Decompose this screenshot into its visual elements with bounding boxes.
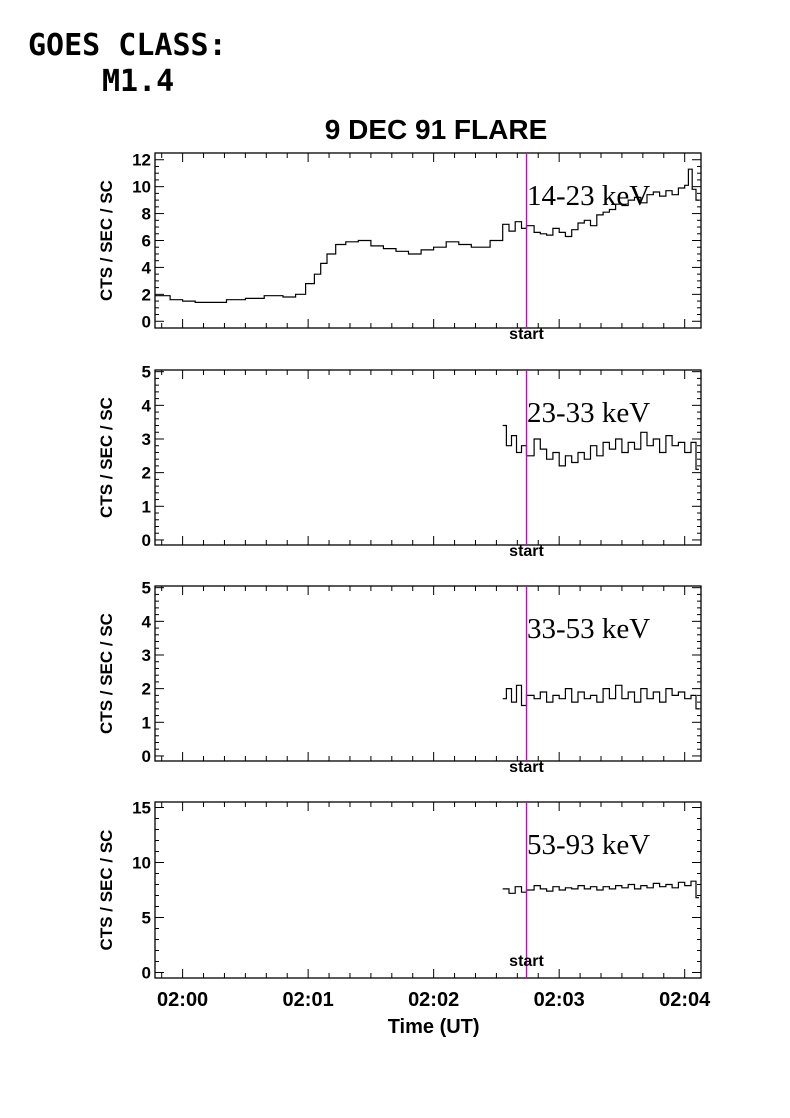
energy-band-label: 53-93 keV: [527, 829, 650, 861]
series-trace: [502, 684, 699, 710]
energy-band-label: 33-53 keV: [527, 613, 650, 645]
start-marker-label: start: [509, 953, 544, 970]
y-tick-label: 0: [142, 531, 151, 550]
start-marker-label: start: [509, 759, 544, 776]
y-tick-label: 4: [142, 612, 152, 631]
y-tick-label: 2: [142, 464, 151, 483]
y-tick-label: 4: [142, 396, 152, 415]
y-tick-label: 2: [142, 680, 151, 699]
y-tick-label: 12: [132, 151, 151, 170]
y-tick-label: 1: [142, 497, 151, 516]
x-axis-label: Time (UT): [388, 1016, 480, 1038]
panel-1: 0 2 4 6 8 10 12 CTS / SEC / SC start 14-23 keV: [97, 151, 702, 343]
y-axis-label: CTS / SEC / SC: [97, 397, 116, 518]
panel-3: 0 1 2 3 4 5 CTS / SEC / SC start 33-53 keV: [97, 579, 702, 776]
y-tick-label: 10: [132, 178, 151, 197]
energy-band-label: 23-33 keV: [527, 397, 650, 429]
goes-class-value: M1.4: [102, 64, 175, 99]
energy-band-label: 14-23 keV: [527, 180, 650, 212]
series-trace: [502, 424, 699, 470]
x-tick-label: 02:01: [283, 989, 334, 1011]
x-tick-label: 02:04: [659, 989, 711, 1011]
y-axis-label: CTS / SEC / SC: [97, 613, 116, 734]
y-tick-label: 15: [132, 799, 151, 818]
y-tick-label: 0: [142, 747, 151, 766]
goes-class-heading: GOES CLASS:: [28, 28, 227, 63]
x-tick-label: 02:03: [534, 989, 585, 1011]
y-tick-label: 10: [132, 854, 151, 873]
start-marker-label: start: [509, 326, 544, 343]
y-tick-label: 0: [142, 312, 151, 331]
x-tick-label: 02:02: [408, 989, 459, 1011]
panel-frame: [154, 801, 702, 979]
series-trace: [502, 880, 699, 899]
y-tick-label: 0: [142, 964, 151, 983]
y-tick-label: 5: [142, 363, 151, 382]
series-trace: [155, 168, 699, 303]
y-tick-label: 8: [142, 205, 151, 224]
goes-class-label: GOES CLASS: M1.4: [28, 28, 227, 100]
y-tick-label: 5: [142, 579, 151, 598]
y-tick-label: 2: [142, 285, 151, 304]
y-tick-label: 3: [142, 430, 151, 449]
panel-2: 0 1 2 3 4 5 CTS / SEC / SC start 23-33 keV: [97, 363, 702, 560]
y-tick-label: 4: [142, 258, 152, 277]
panel-frame: [154, 369, 702, 546]
x-tick-label: 02:00: [157, 989, 208, 1011]
panel-4: 0 5 10 15 CTS / SEC / SC start 53-93 keV: [97, 799, 702, 983]
start-marker-label: start: [509, 543, 544, 560]
chart-title: 9 DEC 91 FLARE: [325, 114, 548, 145]
y-tick-label: 6: [142, 232, 151, 251]
y-tick-label: 3: [142, 646, 151, 665]
panel-frame: [154, 585, 702, 762]
y-tick-label: 1: [142, 713, 151, 732]
y-axis-label: CTS / SEC / SC: [97, 830, 116, 951]
y-tick-label: 5: [142, 909, 151, 928]
y-axis-label: CTS / SEC / SC: [97, 180, 116, 301]
